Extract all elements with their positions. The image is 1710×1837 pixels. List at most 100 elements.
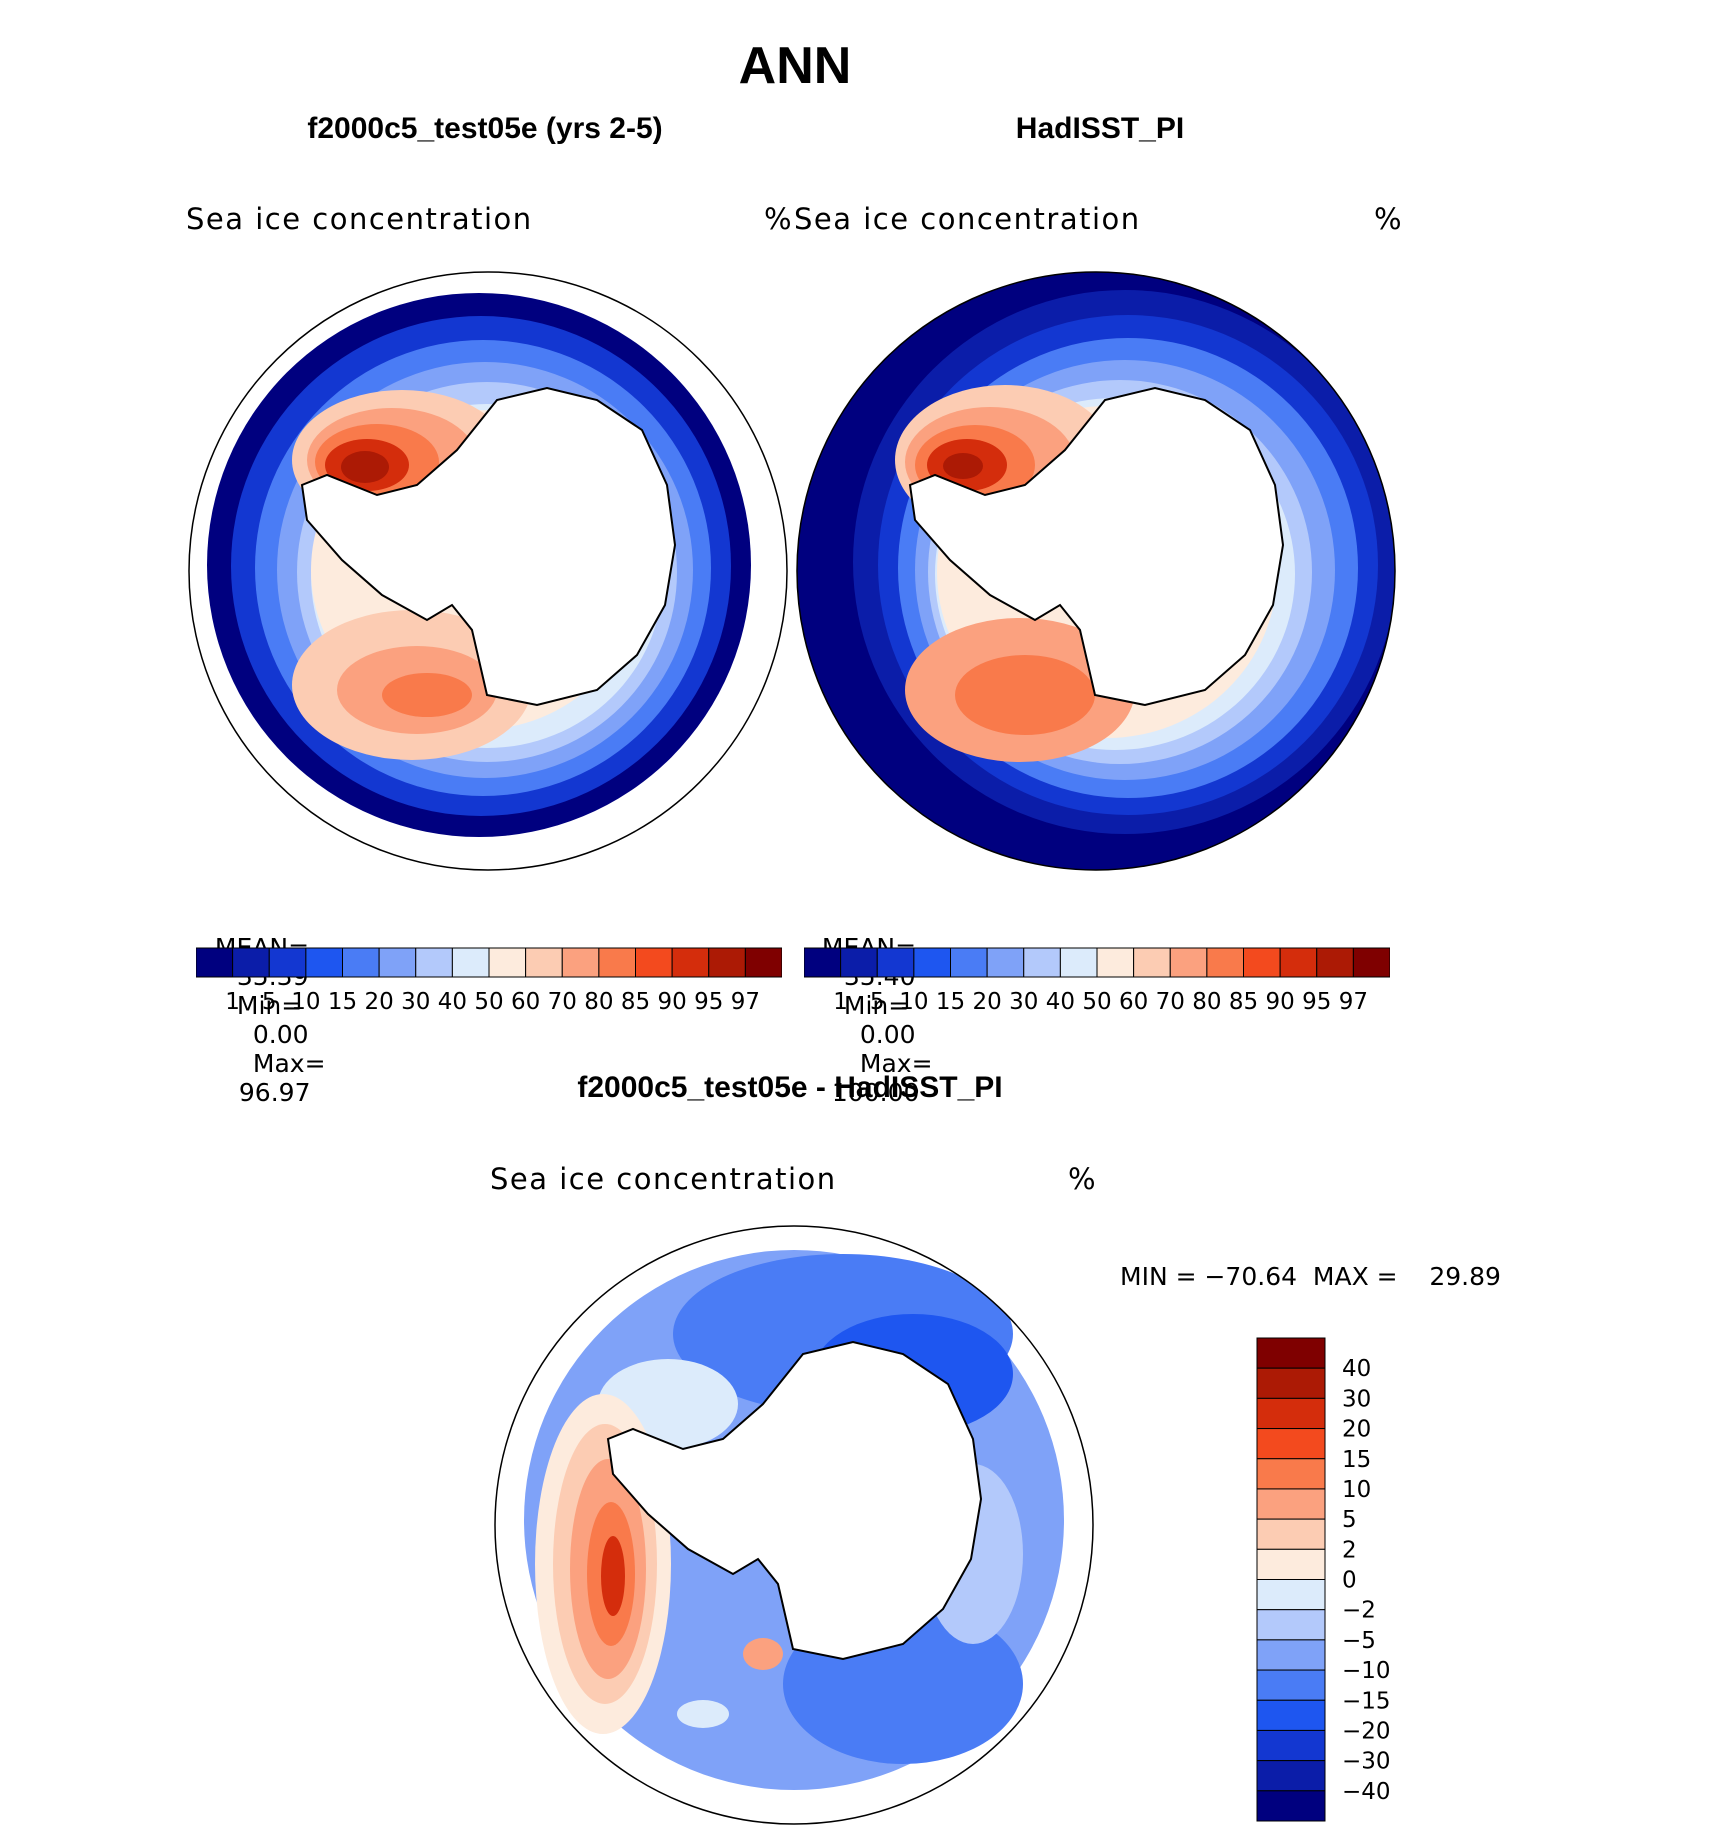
antarctica-landmass-diff: [606, 1340, 983, 1661]
diff-minmax: MIN = −70.64 MAX = 29.89: [1120, 1262, 1501, 1291]
colorbar-swatch: [1133, 947, 1171, 978]
map-diff: [494, 1225, 1094, 1825]
colorbar-tick-label: 90: [1265, 989, 1294, 1015]
colorbar-swatch: [1256, 1337, 1326, 1369]
colorbar-tick-label: 5: [1342, 1507, 1357, 1533]
colorbar-swatch: [1206, 947, 1244, 978]
colorbar-swatch: [950, 947, 988, 978]
colorbar-tick-label: 20: [364, 989, 393, 1015]
map-boundary-obs: [796, 271, 1396, 871]
colorbar-swatch: [1096, 947, 1135, 978]
colorbar-tick-label: 70: [1156, 989, 1185, 1015]
colorbar-tick-label: 90: [657, 989, 686, 1015]
colorbar-swatch: [305, 947, 343, 978]
colorbar-model: 1 5 10 15 20 30 40 50 60 70 80 85 90 95 97: [196, 947, 782, 1015]
colorbar-swatch: [451, 947, 490, 978]
colorbar-tick-label: 60: [1119, 989, 1148, 1015]
colorbar-swatch: [1256, 1729, 1326, 1762]
colorbar-swatch: [1256, 1609, 1326, 1641]
colorbar-tick-label: −10: [1342, 1658, 1391, 1684]
colorbar-tick-label: 80: [1192, 989, 1221, 1015]
colorbar-swatch: [1352, 947, 1390, 978]
colorbar-tick-label: 15: [328, 989, 357, 1015]
colorbar-swatch: [1256, 1428, 1326, 1460]
colorbar-swatch: [1256, 1790, 1326, 1822]
colorbar-tick-label: 15: [1342, 1447, 1371, 1473]
colorbar-tick-label: −20: [1342, 1718, 1391, 1744]
colorbar-tick-label: 40: [1046, 989, 1075, 1015]
colorbar-swatch: [342, 947, 380, 978]
colorbar-tick-label: 97: [731, 989, 760, 1015]
colorbar-swatch: [1256, 1397, 1326, 1430]
colorbar-swatch: [268, 947, 307, 978]
colorbar-obs: 1 5 10 15 20 30 40 50 60 70 80 85 90 95 97: [804, 947, 1390, 1015]
colorbar-tick-label: 95: [694, 989, 723, 1015]
colorbar-swatch: [913, 947, 951, 978]
colorbar-tick-label: 1: [225, 989, 240, 1015]
max-label: Max=: [859, 1049, 933, 1078]
colorbar-swatch: [986, 947, 1025, 978]
min-value: 0.00: [859, 1020, 916, 1049]
colorbar-tick-label: 10: [291, 989, 320, 1015]
map-model: [188, 271, 788, 871]
diff-panel-title: f2000c5_test05e - HadISST_PI: [577, 1071, 1003, 1104]
diff-variable-label: Sea ice concentration: [490, 1162, 837, 1196]
colorbar-swatch: [378, 947, 417, 978]
map-boundary-diff: [494, 1225, 1094, 1825]
colorbar-tick-label: 30: [1342, 1386, 1371, 1412]
colorbar-swatch: [1256, 1458, 1326, 1490]
panel-title-model: f2000c5_test05e (yrs 2-5): [307, 112, 663, 145]
colorbar-tick-label: 85: [621, 989, 650, 1015]
colorbar-swatch: [488, 947, 527, 978]
colorbar-swatch: [1256, 1639, 1326, 1671]
colorbar-tick-label: 50: [474, 989, 503, 1015]
min-label: Min=: [843, 991, 910, 1020]
variable-label-model: Sea ice concentration: [186, 202, 533, 236]
colorbar-tick-label: 97: [1339, 989, 1368, 1015]
min-label: Min=: [236, 991, 303, 1020]
colorbar-swatch: [525, 947, 563, 978]
colorbar-swatch: [561, 947, 600, 978]
colorbar-tick-label: −15: [1342, 1688, 1391, 1714]
variable-label-obs: Sea ice concentration: [794, 202, 1141, 236]
colorbar-swatch: [1256, 1488, 1326, 1520]
colorbar-swatch: [1059, 947, 1098, 978]
max-value: 96.97: [238, 1078, 311, 1107]
colorbar-tick-label: 30: [1009, 989, 1038, 1015]
colorbar-swatch: [598, 947, 636, 978]
map-boundary-model: [188, 271, 788, 871]
colorbar-tick-label: −30: [1342, 1749, 1391, 1775]
colorbar-swatch: [196, 947, 234, 978]
colorbar-swatch: [1316, 947, 1354, 978]
colorbar-swatch: [415, 947, 453, 978]
units-label-model: %: [764, 202, 794, 236]
colorbar-swatch: [1256, 1548, 1326, 1580]
colorbar-swatch: [635, 947, 673, 978]
colorbar-tick-label: 85: [1229, 989, 1258, 1015]
colorbar-swatch: [1256, 1760, 1326, 1792]
colorbar-tick-label: 40: [438, 989, 467, 1015]
map-obs: [796, 271, 1396, 871]
colorbar-tick-label: 20: [972, 989, 1001, 1015]
max-value: 100.00: [831, 1078, 920, 1107]
colorbar-swatch: [876, 947, 915, 978]
colorbar-tick-label: 5: [262, 989, 277, 1015]
colorbar-tick-label: 30: [401, 989, 430, 1015]
colorbar-swatch: [804, 947, 842, 978]
units-label-obs: %: [1374, 202, 1404, 236]
antarctica-landmass-model: [300, 386, 677, 707]
colorbar-tick-label: 10: [899, 989, 928, 1015]
colorbar-tick-label: 10: [1342, 1477, 1371, 1503]
colorbar-tick-label: 80: [584, 989, 613, 1015]
colorbar-swatch: [671, 947, 710, 978]
colorbar-swatch: [1279, 947, 1318, 978]
colorbar-tick-label: −2: [1342, 1598, 1376, 1624]
colorbar-swatch: [1256, 1367, 1326, 1399]
min-value: 0.00: [252, 1020, 309, 1049]
colorbar-tick-label: 0: [1342, 1568, 1357, 1594]
colorbar-swatch: [1256, 1579, 1326, 1611]
colorbar-swatch: [1243, 947, 1281, 978]
diff-units-label: %: [1068, 1162, 1098, 1196]
colorbar-swatch: [708, 947, 746, 978]
